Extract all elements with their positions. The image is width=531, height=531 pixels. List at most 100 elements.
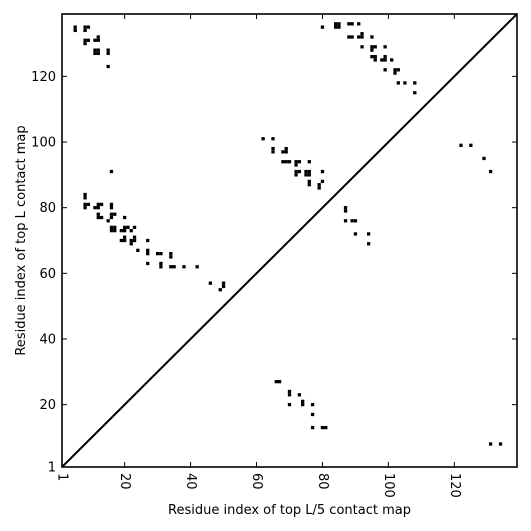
x-tick-label: 1 [55,473,70,481]
contact-point [132,238,137,243]
contact-point [99,202,104,207]
contact-point [320,179,325,184]
contact-point [334,25,338,29]
contact-point [86,38,91,42]
contact-point [73,28,77,33]
y-tick-label: 1 [48,461,56,476]
contact-point [146,261,150,266]
contact-point [96,51,100,56]
contact-point [83,196,87,200]
contact-point [383,58,387,62]
contact-point [182,265,186,269]
x-axis-label: Residue index of top L/5 contact map [168,503,411,518]
contact-point [83,38,87,42]
contact-point [350,35,354,39]
contact-point [390,58,394,62]
contact-point [488,169,493,174]
contact-point [469,143,473,147]
contact-point [271,137,275,141]
y-tick-label: 120 [31,70,56,85]
contact-point [146,251,150,256]
contact-point [304,169,308,174]
contact-point [343,206,348,210]
contact-point [159,251,163,256]
contact-point [109,202,114,207]
contact-point [132,225,137,230]
contact-point [307,169,311,174]
contact-point [284,150,288,154]
contact-point [459,143,463,147]
contact-point [413,81,417,85]
contact-point [393,71,397,75]
contact-point [281,160,285,164]
contact-point [86,202,91,207]
contact-point [159,265,163,269]
contact-point [221,281,226,285]
x-tick-label: 40 [183,473,198,490]
y-tick-label: 80 [39,201,56,216]
contact-point [96,202,100,207]
contact-point [357,35,361,39]
contact-point [337,25,341,29]
contact-point [271,146,275,151]
contact-point [317,183,321,187]
y-tick-label: 100 [31,136,56,151]
contact-point [353,232,358,236]
contact-point [488,442,493,446]
contact-point [93,48,97,52]
contact-point [307,179,311,184]
contact-point [73,25,77,29]
contact-point [383,68,387,72]
x-tick-label: 80 [315,473,330,490]
y-tick-label: 60 [39,267,56,282]
contact-point [370,55,374,59]
contact-point [146,238,150,243]
contact-point [301,399,305,403]
contact-point [109,169,114,174]
contact-point [281,150,285,154]
contact-point [83,41,87,46]
contact-point [307,160,311,164]
contact-point [274,380,278,384]
contact-point [136,248,140,252]
contact-point [498,442,503,446]
contact-point [146,248,150,252]
contact-point [297,160,302,164]
contact-point [396,68,400,72]
contact-point [287,389,292,394]
contact-point [337,22,341,26]
contact-point [393,68,397,72]
contact-point [287,402,292,407]
contact-point [218,288,222,292]
diagonal-line [61,13,518,468]
contact-point [93,206,97,210]
contact-point [159,261,163,266]
contact-point [106,64,110,69]
contact-point [109,206,114,210]
contact-point [83,25,87,29]
contact-point [353,219,358,223]
contact-point [169,265,173,269]
contact-point [83,206,87,210]
contact-point [96,38,100,42]
x-tick-label: 100 [381,473,396,498]
contact-point [132,235,137,239]
y-tick-label: 40 [39,332,56,347]
contact-point [317,186,321,190]
contact-point [347,22,351,26]
contact-point [123,235,127,239]
y-tick-label: 20 [39,398,56,413]
plot-frame [61,13,518,468]
contact-point [169,251,173,256]
contact-point [360,35,364,39]
contact-point [106,51,110,56]
x-tick-label: 20 [117,473,132,490]
contact-point [96,206,100,210]
contact-point [403,81,407,85]
contact-point [360,45,364,49]
contact-point [96,215,100,220]
contact-point [310,425,315,430]
contact-point [83,28,87,33]
contact-point [310,402,315,407]
